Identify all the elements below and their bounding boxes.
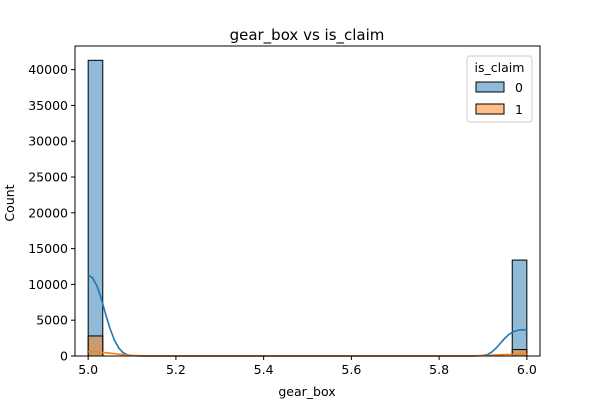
legend: is_claim 0 1: [466, 55, 533, 123]
kde-line-0: [87, 274, 527, 357]
y-tick-label: 20000: [28, 205, 68, 220]
y-tick-label: 10000: [28, 277, 68, 292]
y-tick-label: 40000: [28, 62, 68, 77]
y-tick-label: 35000: [28, 98, 68, 113]
x-axis-label: gear_box: [278, 384, 335, 399]
legend-label-1: 1: [515, 102, 523, 117]
bar-0-1: [511, 259, 528, 357]
x-tick-label: 6.0: [517, 362, 537, 377]
legend-swatch-1: [475, 103, 505, 115]
legend-label-0: 0: [515, 80, 523, 95]
y-tick-label: 5000: [36, 313, 68, 328]
y-tick-label: 30000: [28, 134, 68, 149]
y-tick-label: 15000: [28, 241, 68, 256]
x-tick-label: 5.8: [429, 362, 449, 377]
chart-title: gear_box vs is_claim: [230, 26, 385, 45]
legend-swatch-0: [475, 81, 505, 93]
y-tick-label: 0: [60, 349, 68, 364]
x-tick-label: 5.0: [78, 362, 98, 377]
kde-line-1: [88, 350, 527, 357]
x-tick-label: 5.6: [341, 362, 361, 377]
axes: 5.0 5.2 5.4 5.6 5.8 6.0 0 5000 10000 15000 20000 25…: [28, 45, 541, 377]
x-tick-label: 5.2: [166, 362, 186, 377]
plot-frame: [74, 45, 541, 357]
bar-0-0: [87, 59, 104, 357]
legend-title: is_claim: [475, 60, 525, 75]
x-tick-label: 5.4: [254, 362, 274, 377]
plot-area: [87, 59, 528, 357]
y-tick-label: 25000: [28, 170, 68, 185]
y-axis-label: Count: [2, 184, 17, 221]
